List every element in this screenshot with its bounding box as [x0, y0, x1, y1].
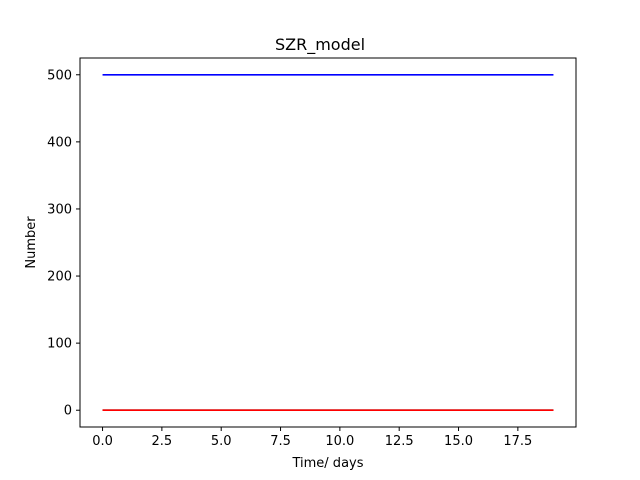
series-layer: [102, 73, 554, 412]
x-tick-label: 2.5: [152, 434, 173, 449]
x-tick-label: 15.0: [444, 434, 473, 449]
y-tick-label: 0: [64, 404, 72, 419]
x-tick-label: 5.0: [211, 434, 232, 449]
plot-frame: [79, 57, 577, 428]
y-tick-label: 200: [47, 270, 72, 285]
x-tick-label: 7.5: [270, 434, 291, 449]
x-axis-ticks: 0.0 2.5 5.0 7.5 10.0 12.5 15.0 17.5: [92, 427, 532, 449]
y-tick-label: 100: [47, 337, 72, 352]
y-tick-label: 500: [47, 68, 72, 83]
y-tick-label: 400: [47, 135, 72, 150]
x-tick-label: 10.0: [325, 434, 354, 449]
y-tick-label: 300: [47, 202, 72, 217]
x-tick-label: 0.0: [92, 434, 113, 449]
chart-title: SZR_model: [275, 35, 365, 55]
y-axis-label: Number: [24, 216, 39, 269]
y-axis-ticks: 0 100 200 300 400 500: [47, 68, 80, 419]
x-axis-label: Time/ days: [291, 456, 363, 471]
x-tick-label: 17.5: [503, 434, 532, 449]
x-tick-label: 12.5: [385, 434, 414, 449]
